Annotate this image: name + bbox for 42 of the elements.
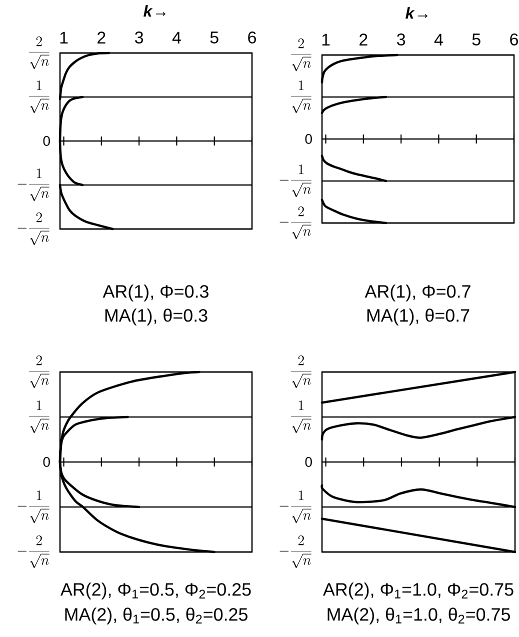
x-tick-label: 3 bbox=[134, 31, 144, 44]
y-tick-label: $-\frac{2}{\sqrt{n}}$ bbox=[280, 206, 312, 240]
y-tick-label: $-\frac{1}{\sqrt{n}}$ bbox=[280, 490, 312, 524]
text: AR(1), Φ=0.3 bbox=[102, 284, 208, 302]
x-axis-title: k→ bbox=[144, 5, 166, 17]
y-tick-label: $\frac{2}{\sqrt{n}}$ bbox=[290, 38, 312, 72]
y-tick-label: $\frac{2}{\sqrt{n}}$ bbox=[290, 356, 312, 388]
x-axis-title: k→ bbox=[406, 7, 428, 19]
y-tick-label: $-\frac{2}{\sqrt{n}}$ bbox=[280, 536, 312, 568]
x-tick-label: 2 bbox=[98, 32, 106, 44]
y-tick-label: 0 bbox=[305, 134, 312, 144]
y-tick-label: $-\frac{2}{\sqrt{n}}$ bbox=[18, 212, 50, 246]
x-tick-label: 4 bbox=[434, 34, 443, 46]
x-tick-label: 1 bbox=[322, 34, 330, 46]
y-tick-label: 0 bbox=[305, 457, 312, 467]
y-tick-label: $\frac{1}{\sqrt{n}}$ bbox=[28, 400, 50, 434]
y-tick-label: $\frac{1}{\sqrt{n}}$ bbox=[28, 80, 50, 114]
y-tick-label: 0 bbox=[43, 136, 50, 146]
x-tick-label: 3 bbox=[396, 33, 406, 46]
x-tick-label: 5 bbox=[472, 34, 480, 46]
y-tick-label: $\frac{1}{\sqrt{n}}$ bbox=[290, 400, 312, 434]
text: MA(1), θ=0.3 bbox=[105, 308, 208, 326]
y-tick-label: $\frac{1}{\sqrt{n}}$ bbox=[290, 80, 312, 114]
text: MA(1), θ=0.7 bbox=[367, 308, 470, 326]
y-tick-label: 0 bbox=[43, 457, 50, 467]
x-tick-label: 6 bbox=[248, 31, 256, 44]
text: MA(2), θ$_{1}$=0.5, θ$_{2}$=0.25 bbox=[65, 608, 248, 624]
text: AR(2), Φ$_{1}$=1.0, Φ$_{2}$=0.75 bbox=[322, 582, 514, 600]
y-tick-label: $-\frac{1}{\sqrt{n}}$ bbox=[18, 168, 50, 202]
text: MA(2), θ$_{1}$=1.0, θ$_{2}$=0.75 bbox=[328, 608, 510, 624]
y-tick-label: $-\frac{2}{\sqrt{n}}$ bbox=[18, 536, 50, 568]
x-tick-label: 5 bbox=[210, 32, 218, 44]
x-tick-label: 4 bbox=[172, 32, 181, 44]
y-tick-label: $\frac{2}{\sqrt{n}}$ bbox=[28, 36, 50, 70]
text: AR(2), Φ$_{1}$=0.5, Φ$_{2}$=0.25 bbox=[60, 582, 251, 600]
y-tick-label: $-\frac{1}{\sqrt{n}}$ bbox=[18, 490, 50, 524]
y-tick-label: $\frac{2}{\sqrt{n}}$ bbox=[28, 356, 50, 388]
y-tick-label: $-\frac{1}{\sqrt{n}}$ bbox=[280, 164, 312, 198]
x-tick-label: 6 bbox=[510, 33, 518, 46]
text: AR(1), Φ=0.7 bbox=[364, 284, 470, 302]
x-tick-label: 1 bbox=[60, 32, 68, 44]
x-tick-label: 2 bbox=[360, 34, 368, 46]
